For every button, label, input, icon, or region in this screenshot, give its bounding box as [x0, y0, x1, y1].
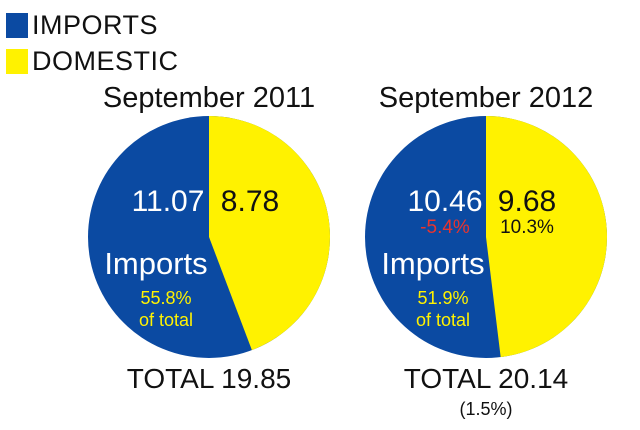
imports-caption-2012: Imports — [381, 246, 484, 281]
total-change-2012: (1.5%) — [459, 399, 513, 419]
total-2011: TOTAL 19.85 — [126, 363, 292, 394]
pie-slice-domestic-2012 — [486, 116, 607, 358]
imports-change-label-2012: -5.4% — [420, 217, 470, 238]
imports-share-caption-2012: of total — [416, 310, 470, 330]
domestic-value-label-2012: 9.68 — [498, 185, 556, 218]
total-2012: TOTAL 20.14 — [403, 363, 569, 394]
legend-label-imports: IMPORTS — [32, 9, 159, 40]
legend-imports: IMPORTS — [6, 8, 158, 42]
legend-swatch-imports — [6, 12, 28, 38]
pie-slice-domestic-2011 — [209, 116, 330, 351]
domestic-change-label-2012: 10.3% — [500, 217, 554, 238]
imports-share-caption-2011: of total — [139, 310, 193, 330]
imports-share-percent-2012: 51.9% — [417, 288, 468, 308]
legend-swatch-domestic — [6, 48, 28, 74]
imports-caption-2011: Imports — [104, 246, 207, 281]
legend-label-domestic: DOMESTIC — [32, 45, 179, 76]
imports-share-percent-2011: 55.8% — [140, 288, 191, 308]
imports-value-label-2012: 10.46 — [407, 185, 482, 218]
period-title-2012: September 2012 — [378, 82, 594, 114]
domestic-value-label-2011: 8.78 — [221, 185, 279, 218]
imports-value-label-2011: 11.07 — [132, 185, 205, 218]
legend-domestic: DOMESTIC — [6, 44, 179, 78]
period-title-2011: September 2011 — [102, 82, 316, 114]
